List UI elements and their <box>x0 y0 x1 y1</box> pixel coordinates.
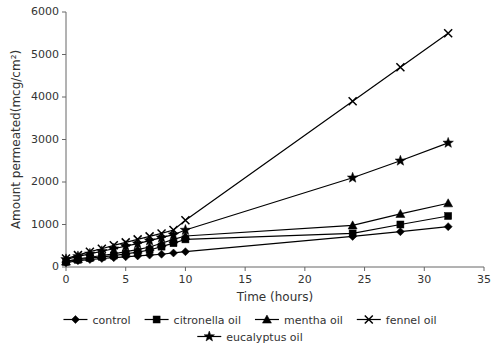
x-tick-label: 0 <box>63 273 70 286</box>
x-axis-line <box>66 267 484 268</box>
series-line <box>66 216 448 262</box>
x-tick <box>364 267 365 271</box>
point <box>349 230 356 237</box>
series <box>62 223 452 267</box>
x-tick <box>424 267 425 271</box>
point <box>396 63 404 71</box>
series-line <box>66 227 448 263</box>
point <box>444 223 452 231</box>
y-tick-label: 1000 <box>31 218 59 231</box>
point <box>445 213 452 220</box>
legend-marker <box>71 316 79 324</box>
legend-label: fennel oil <box>386 314 437 327</box>
point <box>348 221 357 229</box>
y-tick-label: 2000 <box>31 175 59 188</box>
chart: control citronella oil mentha oil fennel oi… <box>0 0 500 351</box>
point <box>181 231 190 239</box>
point <box>180 225 190 235</box>
legend-label: mentha oil <box>284 314 343 327</box>
x-axis-label: Time (hours) <box>236 290 313 304</box>
point <box>397 221 404 228</box>
legend-marker <box>365 316 373 324</box>
y-tick-label: 6000 <box>31 5 59 18</box>
point <box>443 137 453 147</box>
point <box>73 251 83 261</box>
point <box>444 29 452 37</box>
legend-label: control <box>92 314 130 327</box>
point <box>444 199 453 207</box>
x-tick <box>185 267 186 271</box>
x-tick <box>245 267 246 271</box>
series-line <box>66 33 448 258</box>
point <box>61 254 71 264</box>
point <box>109 243 119 253</box>
y-tick <box>62 267 66 268</box>
legend-marker <box>153 316 160 323</box>
plot-data <box>61 29 454 267</box>
x-tick <box>125 267 126 271</box>
y-tick-label: 5000 <box>31 48 59 61</box>
x-tick-label: 30 <box>417 273 431 286</box>
x-tick <box>484 267 485 271</box>
point <box>168 229 178 239</box>
point <box>133 245 142 253</box>
legend-label: eucalyptus oil <box>226 331 302 344</box>
point <box>120 241 130 251</box>
legend-item: citronella oil <box>145 314 241 327</box>
series-line <box>66 143 448 259</box>
point <box>396 228 404 236</box>
point <box>97 246 107 256</box>
legend-item: eucalyptus oil <box>197 331 302 344</box>
legend-item: control <box>63 314 130 327</box>
y-tick <box>62 224 66 225</box>
y-tick-label: 4000 <box>31 90 59 103</box>
legend-item: mentha oil <box>255 314 343 327</box>
point <box>347 172 357 182</box>
point <box>396 209 405 217</box>
legend-marker <box>204 331 214 341</box>
y-tick-label: 3000 <box>31 133 59 146</box>
point <box>169 249 177 257</box>
x-tick-label: 20 <box>298 273 312 286</box>
y-tick-label: 0 <box>52 260 59 273</box>
y-tick <box>62 54 66 55</box>
series <box>63 213 452 266</box>
x-tick <box>66 267 67 271</box>
point <box>349 97 357 105</box>
y-tick <box>62 139 66 140</box>
series <box>62 29 452 262</box>
point <box>145 243 154 251</box>
legend-label: citronella oil <box>174 314 241 327</box>
point <box>158 250 166 258</box>
legend: control citronella oil mentha oil fennel oi… <box>63 314 436 344</box>
point <box>395 155 405 165</box>
point <box>144 235 154 245</box>
point <box>85 248 95 258</box>
x-tick-label: 5 <box>122 273 129 286</box>
series-line <box>66 203 448 261</box>
x-tick-label: 25 <box>358 273 372 286</box>
y-axis-label: Amount permeated(mcg/cm²) <box>9 50 23 229</box>
series <box>62 199 453 265</box>
series <box>61 137 454 263</box>
x-tick-label: 35 <box>477 273 491 286</box>
point <box>181 216 189 224</box>
point <box>181 248 189 256</box>
y-tick <box>62 182 66 183</box>
x-tick-label: 10 <box>178 273 192 286</box>
axes: 0 5 10 15 20 25 30 35 0 1000 2000 3000 4000 5000 6000 T… <box>9 5 492 304</box>
y-tick <box>62 97 66 98</box>
point <box>132 238 142 248</box>
legend-item: fennel oil <box>357 314 437 327</box>
point <box>156 232 166 242</box>
legend-marker <box>262 315 271 323</box>
x-tick <box>304 267 305 271</box>
y-tick <box>62 12 66 13</box>
x-tick-label: 15 <box>238 273 252 286</box>
